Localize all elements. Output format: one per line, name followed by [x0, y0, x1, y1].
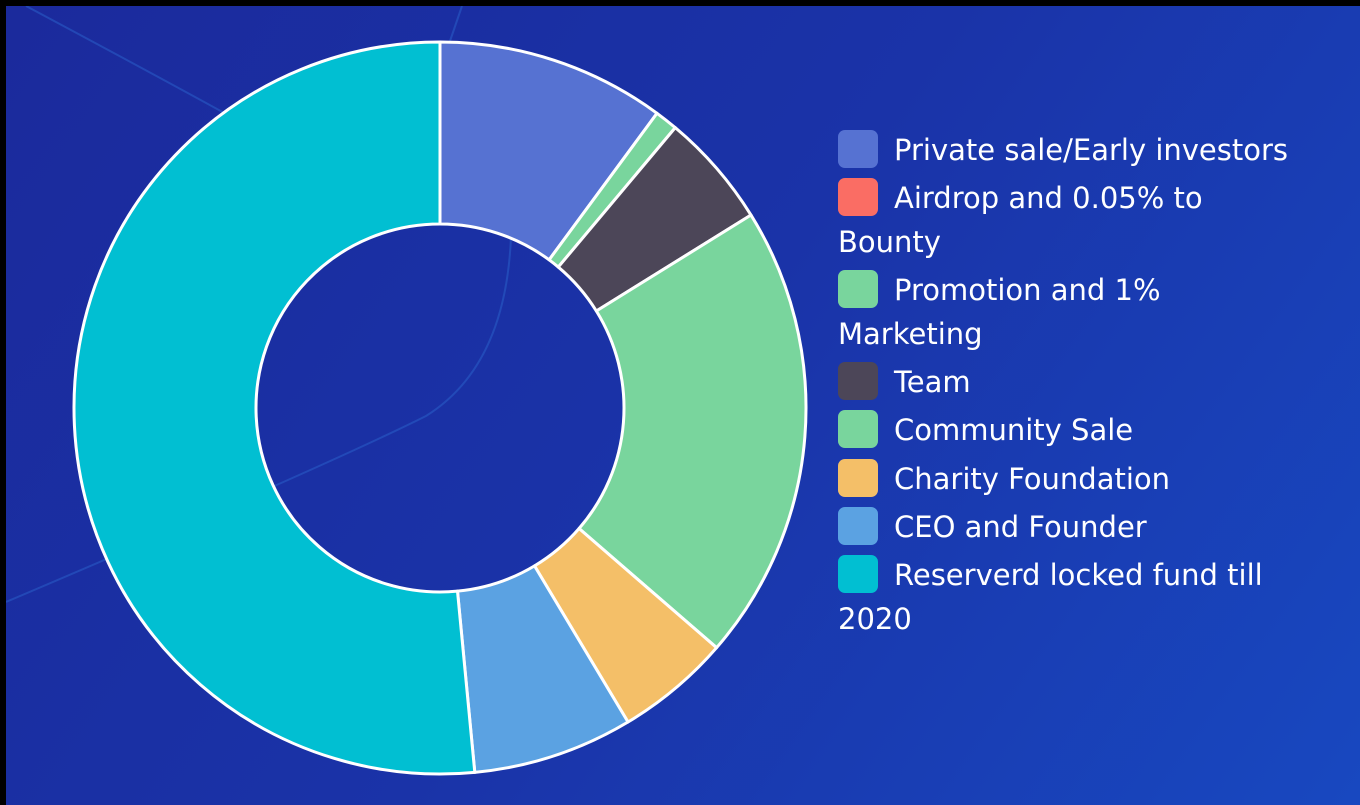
- chart-panel: Private sale/Early investors Airdrop and…: [6, 6, 1360, 805]
- legend-item[interactable]: CEO and Founder: [838, 505, 1308, 549]
- legend-label: Airdrop and 0.05% to Bounty: [838, 181, 1203, 260]
- legend-label: Charity Foundation: [894, 461, 1171, 496]
- legend-swatch: [838, 178, 878, 217]
- legend-swatch: [838, 458, 878, 497]
- legend-label: Reserverd locked fund till 2020: [838, 557, 1263, 636]
- legend-swatch: [838, 506, 878, 545]
- legend-swatch: [838, 130, 878, 168]
- legend-label: Team: [894, 365, 971, 400]
- chart-legend: Private sale/Early investors Airdrop and…: [838, 128, 1308, 645]
- donut-slice[interactable]: [577, 213, 808, 650]
- legend-item[interactable]: Private sale/Early investors: [838, 128, 1308, 172]
- legend-label: CEO and Founder: [894, 509, 1147, 544]
- legend-swatch: [838, 410, 878, 449]
- donut-chart: [72, 40, 808, 776]
- legend-swatch: [838, 270, 878, 309]
- legend-item[interactable]: Promotion and 1% Marketing: [838, 268, 1308, 356]
- legend-swatch: [838, 554, 878, 593]
- legend-label: Promotion and 1% Marketing: [838, 273, 1161, 352]
- legend-swatch: [838, 362, 878, 401]
- donut-slice[interactable]: [72, 40, 477, 776]
- legend-item[interactable]: Airdrop and 0.05% to Bounty: [838, 176, 1308, 264]
- legend-label: Private sale/Early investors: [894, 133, 1289, 167]
- legend-item[interactable]: Team: [838, 360, 1308, 404]
- legend-item[interactable]: Community Sale: [838, 408, 1308, 452]
- legend-item[interactable]: Charity Foundation: [838, 457, 1308, 501]
- legend-label: Community Sale: [894, 413, 1134, 448]
- legend-item[interactable]: Reserverd locked fund till 2020: [838, 553, 1308, 641]
